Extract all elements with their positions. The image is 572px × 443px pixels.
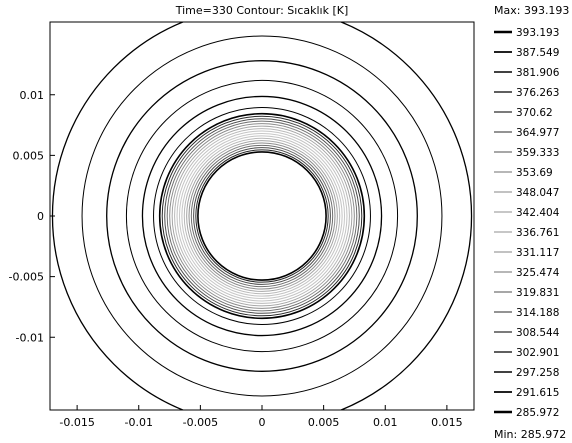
legend-level-label: 302.901 [516,347,559,359]
legend-level-label: 314.188 [516,307,559,319]
contour-ring [176,130,348,302]
legend-max-label: Max: 393.193 [494,4,569,17]
legend-level-label: 381.906 [516,67,560,79]
contour-ring [183,137,341,295]
x-tick-label: 0.01 [373,416,398,429]
legend-level-label: 319.831 [516,287,559,299]
contour-ring [174,128,350,304]
contour-ring [171,125,353,307]
contour-ring-outer [125,79,399,353]
legend-level-label: 348.047 [516,187,559,199]
legend-level-label: 297.258 [516,367,559,379]
plot-area [49,21,475,411]
contour-ring-inner-boundary [197,151,327,281]
contour-ring [190,144,334,288]
legend-level-label: 325.474 [516,267,560,279]
contour-ring [166,120,358,312]
contour-ring-outer [81,35,443,397]
contour-ring [158,112,366,320]
contour-ring [181,135,343,297]
x-axis: -0.015 -0.01 -0.005 0 0.005 0.01 0.015 [59,405,463,429]
legend-level-label: 291.615 [516,387,559,399]
x-tick-label: 0.005 [308,416,340,429]
x-tick-label: 0 [259,416,266,429]
contour-ring [188,142,336,290]
y-tick-label: -0.01 [16,331,44,344]
legend-level-label: 336.761 [516,227,559,239]
y-tick-label: 0 [37,210,44,223]
y-axis: 0.01 0.005 0 -0.005 -0.01 [9,89,55,344]
x-tick-label: 0.015 [431,416,463,429]
y-tick-label: 0.01 [20,89,45,102]
contour-ring [161,115,363,317]
legend-level-label: 364.977 [516,127,559,139]
y-tick-label: 0.005 [13,149,45,162]
x-tick-label: -0.01 [125,416,153,429]
contour-ring [195,149,329,283]
contour-lines [51,22,473,410]
legend-min-label: Min: 285.972 [494,428,566,441]
legend-level-label: 387.549 [516,47,559,59]
contour-ring-outer [153,107,371,325]
contour-ring-outer [106,60,418,372]
x-tick-label: -0.005 [183,416,218,429]
legend-level-label: 393.193 [516,27,559,39]
legend-level-label: 331.117 [516,247,559,259]
legend-level-label: 353.69 [516,167,553,179]
contour-ring [186,140,338,292]
contour-ring [193,147,331,285]
legend-level-label: 308.544 [516,327,560,339]
contour-ring-outer [51,22,473,410]
x-tick-label: -0.015 [59,416,94,429]
legend-level-label: 376.263 [516,87,559,99]
contour-ring [169,123,355,309]
y-tick-label: -0.005 [9,271,44,284]
color-legend: Max: 393.193 393.193 387.549 381.906 376.26… [494,4,569,441]
legend-level-label: 342.404 [516,207,560,219]
contour-ring [178,132,346,300]
legend-level-label: 359.333 [516,147,559,159]
contour-ring-outer [141,95,383,337]
legend-level-label: 285.972 [516,407,559,419]
legend-level-label: 370.62 [516,107,553,119]
chart-title: Time=330 Contour: Sıcaklık [K] [175,4,349,17]
contour-ring [164,118,360,314]
